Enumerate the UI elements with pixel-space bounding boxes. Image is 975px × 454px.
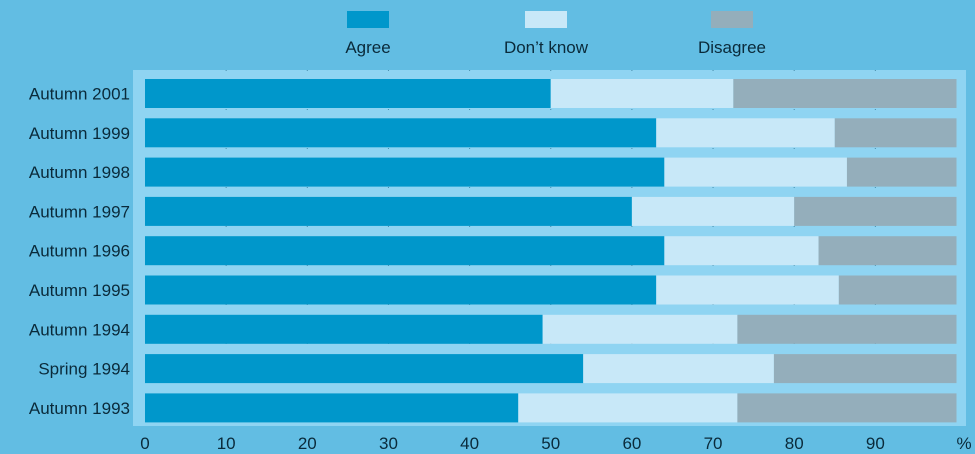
bar-disagree: [846, 157, 957, 187]
category-label: Autumn 1998: [29, 163, 130, 182]
category-labels: Autumn 2001 Autumn 1999 Autumn 1998 Autumn …: [29, 85, 130, 418]
bar-agree: [145, 393, 519, 423]
bar-don-t-know: [550, 79, 734, 108]
bar-disagree: [794, 196, 957, 226]
x-tick-label: 70: [704, 434, 723, 453]
bar-disagree: [818, 236, 957, 266]
legend-label: Disagree: [698, 38, 766, 57]
legend-swatch: [525, 11, 567, 28]
bar-don-t-know: [664, 157, 847, 187]
bar-disagree: [737, 314, 957, 344]
bar-don-t-know: [631, 196, 795, 226]
bar-don-t-know: [656, 118, 835, 148]
legend-item-disagree: Disagree: [698, 11, 766, 57]
legend-item-agree: Agree: [345, 11, 391, 57]
x-tick-label: 30: [379, 434, 398, 453]
x-tick-label: 10: [217, 434, 236, 453]
x-tick-label: 60: [622, 434, 641, 453]
bar-agree: [145, 118, 657, 148]
x-tick-label: 0: [140, 434, 149, 453]
bar-disagree: [733, 79, 957, 108]
category-label: Autumn 1995: [29, 281, 130, 300]
bar-disagree: [737, 393, 957, 423]
x-axis-unit-label: %: [956, 434, 971, 453]
category-label: Spring 1994: [38, 360, 130, 379]
legend-label: Agree: [345, 38, 390, 57]
category-label: Autumn 2001: [29, 85, 130, 104]
bar-disagree: [838, 275, 957, 305]
legend-item-don-t-know: Don’t know: [504, 11, 589, 57]
category-label: Autumn 1997: [29, 202, 130, 221]
bar-agree: [145, 314, 543, 344]
bar-don-t-know: [518, 393, 738, 423]
bar-agree: [145, 354, 584, 384]
legend: Agree Don’t know Disagree: [345, 11, 766, 57]
x-tick-label: 50: [541, 434, 560, 453]
bar-don-t-know: [656, 275, 839, 305]
x-axis-ticks: 0 10 20 30 40 50 60 70 80 90%: [140, 434, 971, 453]
bars-layer: [145, 79, 957, 423]
legend-label: Don’t know: [504, 38, 589, 57]
bar-disagree: [773, 354, 957, 384]
legend-swatch: [347, 11, 389, 28]
bar-agree: [145, 236, 665, 266]
category-label: Autumn 1993: [29, 399, 130, 418]
x-tick-label: 90: [866, 434, 885, 453]
bar-don-t-know: [542, 314, 738, 344]
bar-agree: [145, 79, 551, 108]
bar-agree: [145, 196, 632, 226]
category-label: Autumn 1996: [29, 242, 130, 261]
category-label: Autumn 1994: [29, 320, 130, 339]
x-tick-label: 80: [785, 434, 804, 453]
bar-agree: [145, 275, 657, 305]
x-tick-label: 40: [460, 434, 479, 453]
legend-swatch: [711, 11, 753, 28]
bar-don-t-know: [583, 354, 774, 384]
x-tick-label: 20: [298, 434, 317, 453]
category-label: Autumn 1999: [29, 124, 130, 143]
bar-disagree: [834, 118, 957, 148]
bar-agree: [145, 157, 665, 187]
bar-don-t-know: [664, 236, 819, 266]
